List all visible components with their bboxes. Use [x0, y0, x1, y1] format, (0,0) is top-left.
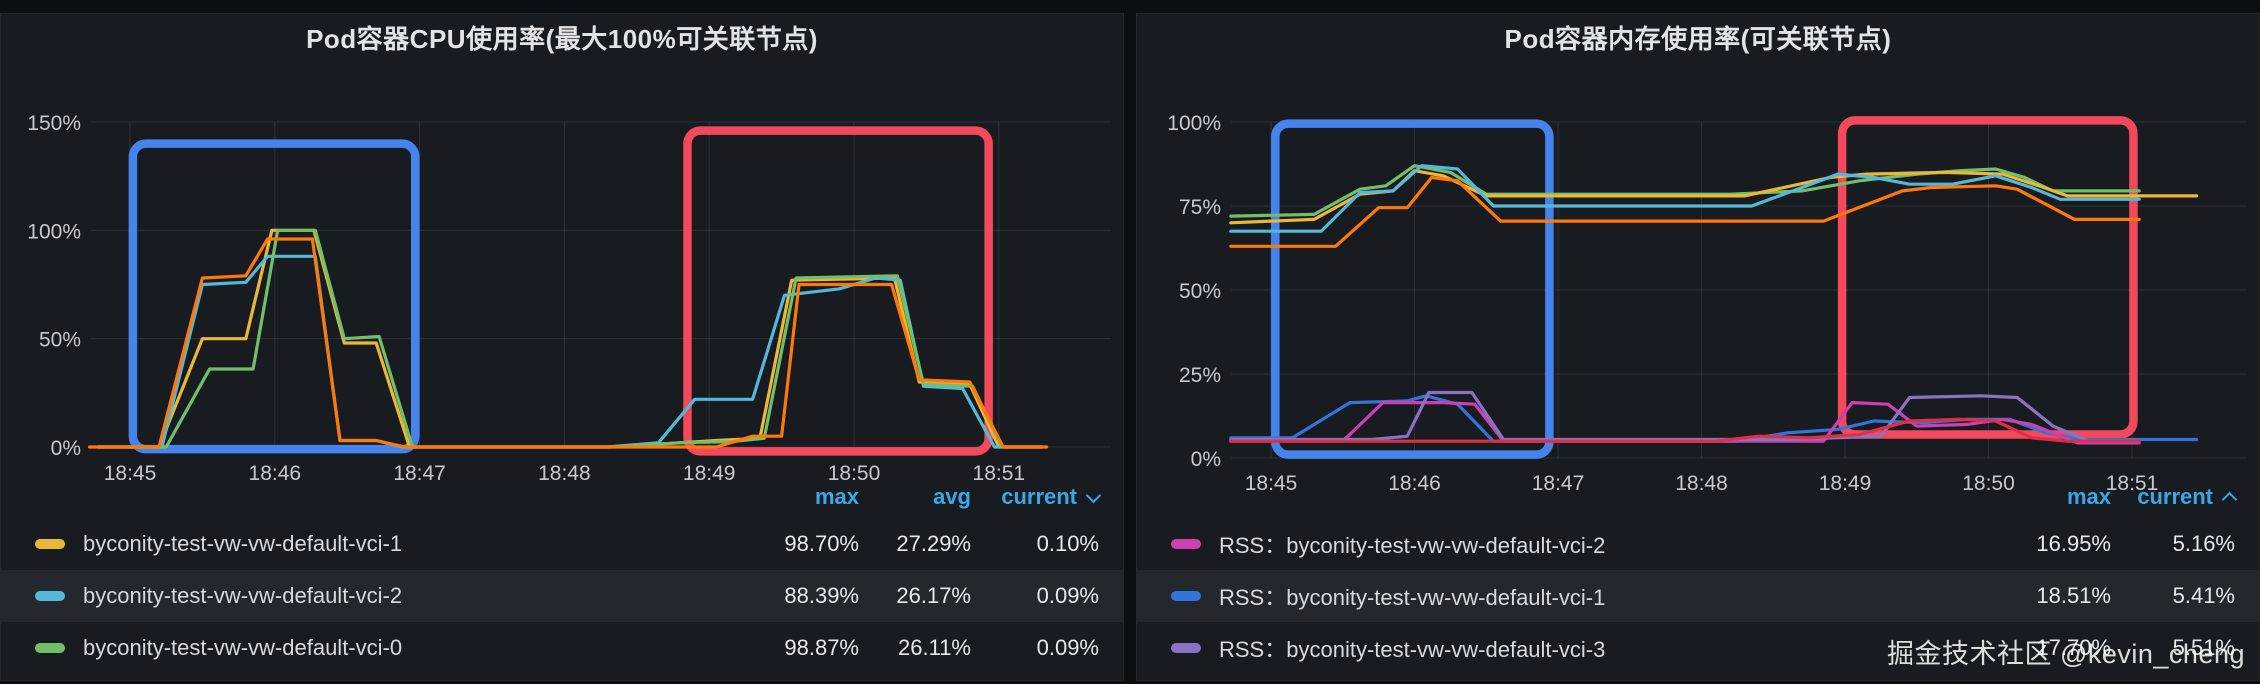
annotation-blue-region[interactable] — [1271, 119, 1554, 459]
panel-title-memory[interactable]: Pod容器内存使用率(可关联节点) — [1504, 24, 1892, 54]
series-line-unlabeled-3[interactable] — [1229, 175, 2141, 248]
series-color-swatch[interactable] — [35, 591, 65, 601]
series-color-swatch[interactable] — [35, 539, 65, 549]
y-tick-label: 0% — [51, 437, 81, 460]
x-tick-label: 18:47 — [393, 462, 446, 485]
sort-caret-down-icon — [1085, 487, 1102, 503]
series-color-swatch[interactable] — [1171, 539, 1201, 549]
legend-value-max: 17.70% — [2036, 635, 2111, 660]
legend-value-current: 0.09% — [1036, 635, 1099, 660]
series-line-RSS：byconity-test-vw-vw-default-vci-3[interactable] — [1229, 390, 2141, 443]
y-tick-label: 75% — [1179, 196, 1221, 219]
legend-row[interactable]: RSS：byconity-test-vw-vw-default-vci-2 16.… — [1137, 518, 2259, 570]
legend-value-avg: 27.29% — [896, 531, 971, 556]
x-tick-label: 18:51 — [973, 462, 1026, 485]
legend-header: max avg current — [1, 476, 1123, 518]
series-line-unlabeled-7[interactable] — [1229, 417, 2141, 443]
legend-row[interactable]: RSS：byconity-test-vw-vw-default-vci-1 18.… — [1137, 570, 2259, 622]
y-tick-label: 100% — [1167, 112, 1221, 135]
x-tick-label: 18:45 — [1245, 472, 1298, 495]
legend-value-current: 5.41% — [2172, 583, 2235, 608]
legend-series-label[interactable]: RSS：byconity-test-vw-vw-default-vci-3 — [1219, 637, 1606, 662]
series-color-swatch[interactable] — [1171, 591, 1201, 601]
annotation-blue-region[interactable] — [128, 139, 420, 454]
legend-value-max: 98.70% — [784, 531, 859, 556]
x-tick-label: 18:47 — [1532, 472, 1585, 495]
sort-caret-up-icon — [2221, 491, 2238, 508]
legend-value-max: 18.51% — [2036, 583, 2111, 608]
x-tick-label: 18:45 — [104, 462, 157, 485]
legend-sort-max[interactable]: max — [814, 484, 859, 509]
cpu-legend-table: max avg current byconity-test-vw-vw-default… — [1, 476, 1123, 674]
legend-value-avg: 26.11% — [898, 635, 971, 660]
series-color-swatch[interactable] — [35, 643, 65, 653]
legend-value-max: 88.39% — [784, 583, 859, 608]
x-tick-label: 18:46 — [249, 462, 302, 485]
x-tick-label: 18:46 — [1388, 472, 1441, 495]
legend-value-max: 16.95% — [2036, 531, 2111, 556]
legend-series-label[interactable]: RSS：byconity-test-vw-vw-default-vci-1 — [1219, 585, 1606, 610]
annotation-red-region[interactable] — [683, 126, 993, 456]
legend-series-label[interactable]: RSS：byconity-test-vw-vw-default-vci-2 — [1219, 533, 1606, 558]
legend-value-current: 5.51% — [2172, 635, 2235, 660]
y-tick-label: 50% — [39, 329, 81, 352]
series-color-swatch[interactable] — [1171, 643, 1201, 653]
legend-value-max: 98.87% — [784, 635, 859, 660]
legend-row[interactable]: byconity-test-vw-vw-default-vci-0 98.87% 2… — [1, 622, 1123, 674]
legend-row[interactable]: RSS：byconity-test-vw-vw-default-vci-3 17.… — [1137, 622, 2259, 674]
legend-value-avg: 26.17% — [896, 583, 971, 608]
y-tick-label: 100% — [27, 220, 81, 243]
panel-title-cpu[interactable]: Pod容器CPU使用率(最大100%可关联节点) — [306, 24, 818, 54]
legend-row[interactable]: byconity-test-vw-vw-default-vci-2 88.39% 2… — [1, 570, 1123, 622]
legend-sort-avg[interactable]: avg — [933, 484, 971, 509]
cpu-chart-canvas[interactable]: 0% 50% 100% 150% 18:45 18:46 18:47 18:48 18:49 18… — [1, 58, 1123, 513]
x-tick-label: 18:50 — [828, 462, 881, 485]
y-tick-label: 0% — [1191, 448, 1221, 471]
x-tick-label: 18:48 — [538, 462, 591, 485]
memory-legend-table: max current RSS：byconity-test-vw-vw-defaul… — [1137, 476, 2259, 674]
legend-row[interactable]: byconity-test-vw-vw-default-vci-1 98.70% 2… — [1, 518, 1123, 570]
legend-value-current: 5.16% — [2172, 531, 2235, 556]
y-tick-label: 150% — [27, 112, 81, 135]
legend-value-current: 0.09% — [1036, 583, 1099, 608]
legend-series-label[interactable]: byconity-test-vw-vw-default-vci-1 — [83, 531, 403, 556]
legend-header: max current — [1137, 476, 2259, 518]
x-tick-label: 18:51 — [2106, 472, 2159, 495]
annotation-red-region[interactable] — [1837, 116, 2138, 439]
series-line-RSS：byconity-test-vw-vw-default-vci-2[interactable] — [1229, 401, 2141, 445]
y-tick-label: 50% — [1179, 280, 1221, 303]
series-line-unlabeled-3[interactable] — [87, 237, 1049, 449]
x-tick-label: 18:49 — [1819, 472, 1872, 495]
legend-series-label[interactable]: byconity-test-vw-vw-default-vci-0 — [83, 635, 403, 660]
x-tick-label: 18:48 — [1675, 472, 1728, 495]
legend-value-current: 0.10% — [1036, 531, 1099, 556]
y-tick-label: 25% — [1179, 364, 1221, 387]
series-line-RSS：byconity-test-vw-vw-default-vci-1[interactable] — [1229, 394, 2199, 443]
x-tick-label: 18:50 — [1962, 472, 2015, 495]
legend-sort-current[interactable]: current — [971, 484, 1102, 510]
memory-chart-canvas[interactable]: 0% 25% 50% 75% 100% 18:45 18:46 18:47 18:48 18:49… — [1137, 58, 2259, 513]
x-tick-label: 18:49 — [683, 462, 736, 485]
panel-cpu-usage: Pod容器CPU使用率(最大100%可关联节点) 0% 50% 100% 150% 18… — [0, 13, 1124, 681]
legend-series-label[interactable]: byconity-test-vw-vw-default-vci-2 — [83, 583, 403, 608]
series-line-unlabeled-2[interactable] — [1229, 164, 2141, 233]
legend-sort-max[interactable]: max — [2066, 484, 2111, 509]
panel-memory-usage: Pod容器内存使用率(可关联节点) 0% 25% 50% 75% 100% 18:45 18… — [1136, 13, 2260, 681]
legend-sort-current[interactable]: current — [2111, 484, 2238, 510]
